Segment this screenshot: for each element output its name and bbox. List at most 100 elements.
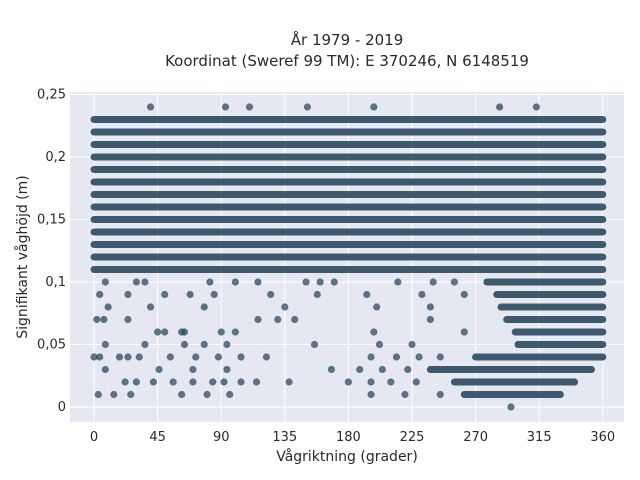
data-point xyxy=(401,390,409,399)
y-tick-label: 0,1 xyxy=(45,275,66,290)
data-point xyxy=(281,303,289,311)
data-point xyxy=(245,103,254,111)
x-tick-label: 360 xyxy=(590,430,615,445)
data-point xyxy=(154,328,162,336)
x-axis-label: Vågriktning (grader) xyxy=(276,448,418,465)
data-point xyxy=(429,278,437,286)
data-point xyxy=(180,328,189,336)
x-tick-label: 270 xyxy=(463,430,488,445)
data-point xyxy=(426,303,434,311)
data-point xyxy=(254,278,262,286)
data-point xyxy=(496,103,504,111)
data-point xyxy=(217,328,225,336)
y-axis-label: Signifikant våghöjd (m) xyxy=(14,175,31,338)
data-point xyxy=(146,303,155,311)
data-point xyxy=(316,278,324,286)
data-point xyxy=(161,290,169,299)
data-point xyxy=(363,290,371,299)
data-point xyxy=(378,365,386,374)
data-point xyxy=(367,390,375,399)
data-point xyxy=(392,353,401,361)
data-point xyxy=(189,378,197,386)
data-point xyxy=(237,353,245,361)
x-tick-label: 135 xyxy=(272,430,297,445)
data-point xyxy=(101,278,109,286)
data-point xyxy=(375,340,384,349)
data-point xyxy=(367,353,375,361)
data-point xyxy=(161,328,169,336)
data-point xyxy=(532,103,540,111)
data-point xyxy=(155,365,163,374)
data-point xyxy=(394,278,402,286)
data-point xyxy=(367,378,375,386)
data-point xyxy=(210,290,218,299)
data-point xyxy=(285,378,293,386)
data-point xyxy=(94,390,102,399)
data-point xyxy=(262,353,271,361)
data-point xyxy=(267,290,275,299)
data-point xyxy=(436,390,444,399)
data-point xyxy=(370,103,378,111)
data-point xyxy=(220,378,228,386)
data-point xyxy=(141,340,149,349)
data-point xyxy=(356,365,364,374)
data-point xyxy=(418,290,426,299)
data-point xyxy=(327,365,336,374)
data-point xyxy=(180,340,189,349)
data-point xyxy=(387,378,395,386)
y-tick-labels: 0 0,05 0,1 0,15 0,2 0,25 xyxy=(37,88,66,416)
data-point xyxy=(330,278,338,286)
data-point xyxy=(303,103,312,111)
x-tick-label: 180 xyxy=(336,430,361,445)
x-tick-label: 0 xyxy=(90,430,98,445)
data-point xyxy=(146,103,155,111)
data-point xyxy=(110,390,118,399)
data-point xyxy=(96,290,104,299)
data-point xyxy=(203,390,211,399)
data-point xyxy=(189,365,197,374)
data-point xyxy=(124,353,132,361)
data-point xyxy=(100,315,108,324)
data-point xyxy=(237,378,245,386)
data-points xyxy=(90,103,607,411)
data-point xyxy=(132,278,141,286)
data-point xyxy=(231,278,239,286)
x-tick-label: 225 xyxy=(400,430,425,445)
data-point xyxy=(166,353,174,361)
x-tick-labels: 0 45 90 135 180 225 270 315 360 xyxy=(90,430,615,445)
data-point xyxy=(313,290,321,299)
data-point xyxy=(223,340,231,349)
data-point xyxy=(252,378,261,386)
data-point xyxy=(115,353,124,361)
data-point xyxy=(209,378,217,386)
data-point xyxy=(169,378,177,386)
data-point xyxy=(436,353,444,361)
data-point xyxy=(254,315,262,324)
data-point xyxy=(291,315,299,324)
y-tick-label: 0 xyxy=(58,400,66,415)
data-point xyxy=(124,290,132,299)
data-point xyxy=(200,303,208,311)
data-point xyxy=(221,103,230,111)
data-point xyxy=(186,290,194,299)
y-tick-label: 0,05 xyxy=(37,338,66,353)
data-point xyxy=(507,403,515,411)
y-tick-label: 0,2 xyxy=(45,150,66,165)
data-point xyxy=(101,340,109,349)
data-point xyxy=(121,378,129,386)
data-point xyxy=(214,353,222,361)
data-point xyxy=(135,353,143,361)
data-point xyxy=(223,365,231,374)
data-point xyxy=(178,390,186,399)
data-point xyxy=(206,278,214,286)
chart-title: År 1979 - 2019 xyxy=(291,30,404,49)
data-point xyxy=(101,365,109,374)
data-point xyxy=(460,328,468,336)
data-point xyxy=(274,315,282,324)
data-point xyxy=(104,303,112,311)
data-point xyxy=(231,328,239,336)
data-point xyxy=(310,340,319,349)
data-point xyxy=(450,278,459,286)
y-tick-label: 0,15 xyxy=(37,213,66,228)
